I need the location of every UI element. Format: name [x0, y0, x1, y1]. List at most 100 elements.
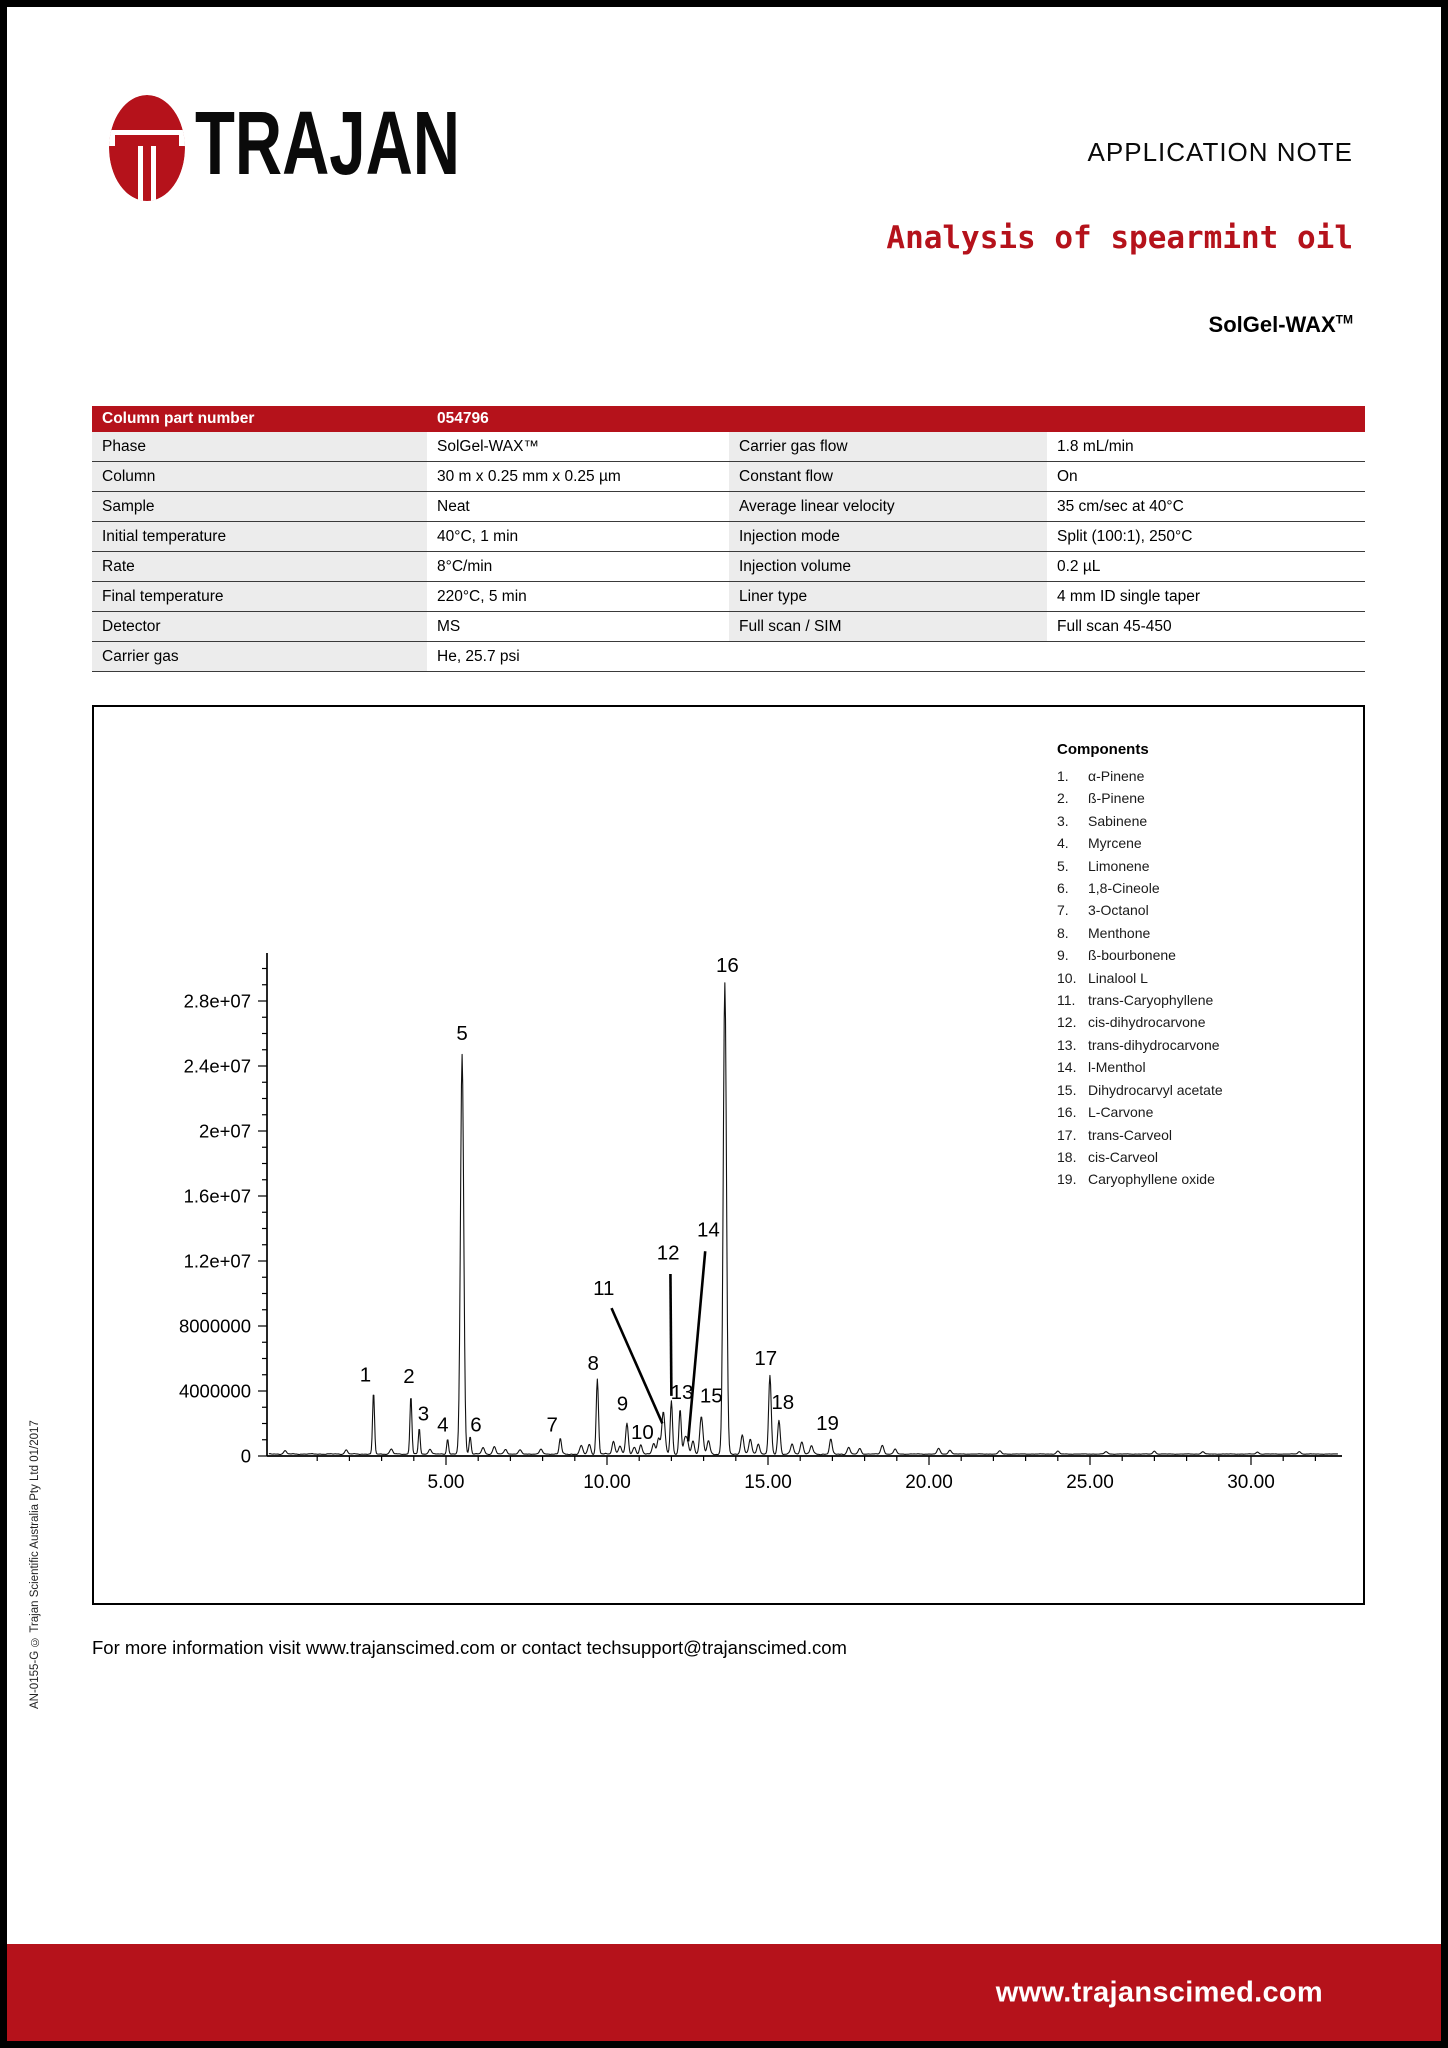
components-heading: Components [1057, 741, 1149, 758]
peak-label: 16 [716, 954, 739, 977]
application-note-kicker: APPLICATION NOTE [1087, 137, 1353, 167]
y-tick-label: 8000000 [179, 1316, 251, 1337]
param-value: 0.2 µL [1047, 552, 1365, 582]
param-label: Injection mode [729, 522, 1047, 552]
param-label: Carrier gas [92, 642, 427, 672]
brand-wordmark: TRAJAN [195, 94, 460, 194]
component-item: 19. Caryophyllene oxide [1057, 1171, 1215, 1188]
component-item: 12. cis-dihydrocarvone [1057, 1014, 1206, 1031]
component-item: 1. α-Pinene [1057, 768, 1145, 784]
component-item: 9. ß-bourbonene [1057, 947, 1176, 964]
param-value [1047, 642, 1365, 672]
component-item: 8. Menthone [1057, 924, 1151, 941]
components-legend: Components 1. α-Pinene 2. ß-Pinene 3. Sabinen… [1057, 741, 1357, 1191]
peak-label: 6 [470, 1414, 481, 1437]
footer-bar: www.trajanscimed.com [7, 1944, 1441, 2041]
chart-panel: 0 4000000 8000000 1.2e+07 1.6e+07 2e+07 2.4e+0… [92, 705, 1365, 1605]
param-value: 8°C/min [427, 552, 729, 582]
param-label: Sample [92, 492, 427, 522]
table-header-label: Column part number [102, 410, 255, 427]
peak-leader-line [686, 1251, 707, 1442]
x-tick-label: 15.00 [744, 1472, 792, 1493]
param-value: On [1047, 462, 1365, 492]
component-item: 2. ß-Pinene [1057, 790, 1145, 807]
component-item: 10. Linalool L [1057, 969, 1148, 986]
logo-mark-icon [109, 95, 185, 201]
param-value: MS [427, 612, 729, 642]
component-item: 11. trans-Caryophyllene [1057, 992, 1214, 1009]
param-label: Rate [92, 552, 427, 582]
y-tick-label: 1.6e+07 [184, 1186, 251, 1207]
peak-label: 18 [771, 1391, 794, 1414]
x-tick-label: 10.00 [583, 1472, 631, 1493]
param-value: 40°C, 1 min [427, 522, 729, 552]
component-item: 7. 3-Octanol [1057, 902, 1149, 919]
peak-label: 5 [456, 1022, 467, 1045]
peak-label: 4 [437, 1414, 448, 1437]
component-item: 6. 1,8-Cineole [1057, 880, 1160, 897]
param-value: He, 25.7 psi [427, 642, 729, 672]
parameters-table: Column part number 054796 Phase SolGel-WA… [92, 406, 1365, 672]
param-value: 35 cm/sec at 40°C [1047, 492, 1365, 522]
param-label: Carrier gas flow [729, 432, 1047, 462]
peak-leader-line [669, 1273, 673, 1396]
param-value: SolGel-WAX™ [427, 432, 729, 462]
peak-label: 1 [360, 1363, 371, 1386]
x-tick-label: 20.00 [905, 1472, 953, 1493]
peak-label: 13 [671, 1381, 694, 1404]
page-title: Analysis of spearmint oil [886, 220, 1353, 256]
x-tick-label: 30.00 [1227, 1472, 1275, 1493]
component-item: 13. trans-dihydrocarvone [1057, 1036, 1220, 1053]
param-label [729, 642, 1047, 672]
peak-label: 2 [403, 1365, 414, 1388]
chromatogram-trace [268, 982, 1339, 1456]
y-tick-label: 4000000 [179, 1381, 251, 1402]
peak-label: 12 [657, 1241, 680, 1264]
param-label: Column [92, 462, 427, 492]
table-body: Phase SolGel-WAX™ Carrier gas flow 1.8 mL/m… [92, 432, 1365, 672]
param-value: 30 m x 0.25 mm x 0.25 µm [427, 462, 729, 492]
x-tick-label: 5.00 [428, 1472, 465, 1493]
y-tick-label: 1.2e+07 [184, 1251, 251, 1272]
component-item: 4. Myrcene [1057, 835, 1142, 852]
y-tick-label: 0 [241, 1446, 251, 1467]
footer-info: For more information visit www.trajansci… [92, 1637, 847, 1658]
chromatogram: 0 4000000 8000000 1.2e+07 1.6e+07 2e+07 2.4e+0… [179, 953, 1342, 1493]
param-label: Average linear velocity [729, 492, 1047, 522]
component-item: 17. trans-Carveol [1057, 1126, 1173, 1143]
peak-label: 7 [547, 1414, 558, 1437]
peak-label: 19 [816, 1412, 839, 1435]
param-value: 1.8 mL/min [1047, 432, 1365, 462]
component-item: 5. Limonene [1057, 857, 1150, 874]
y-tick-label: 2.4e+07 [184, 1056, 251, 1077]
peak-label: 17 [754, 1347, 777, 1370]
peak-label: 3 [418, 1402, 429, 1425]
param-label: Detector [92, 612, 427, 642]
param-label: Final temperature [92, 582, 427, 612]
param-value: 4 mm ID single taper [1047, 582, 1365, 612]
param-value: Full scan 45-450 [1047, 612, 1365, 642]
product-name: SolGel-WAXTM [1209, 312, 1353, 338]
components-list: 1. α-Pinene 2. ß-Pinene 3. Sabinene 4. Myrcene 5… [1057, 765, 1357, 1191]
param-label: Phase [92, 432, 427, 462]
param-label: Full scan / SIM [729, 612, 1047, 642]
y-tick-label: 2.8e+07 [184, 991, 251, 1012]
peak-label: 9 [617, 1393, 628, 1416]
x-tick-label: 25.00 [1066, 1472, 1114, 1493]
peak-label: 10 [631, 1421, 654, 1444]
param-value: Neat [427, 492, 729, 522]
peak-label: 8 [587, 1352, 598, 1375]
peak-label: 15 [700, 1384, 723, 1407]
peak-label: 11 [593, 1277, 614, 1300]
footer-website: www.trajanscimed.com [995, 1976, 1323, 2008]
param-value: Split (100:1), 250°C [1047, 522, 1365, 552]
component-item: 14. l-Menthol [1057, 1059, 1146, 1076]
param-label: Liner type [729, 582, 1047, 612]
table-header-value: 054796 [437, 410, 489, 427]
param-label: Injection volume [729, 552, 1047, 582]
product-name-text: SolGel-WAX [1208, 312, 1336, 337]
trademark-symbol: TM [1335, 312, 1353, 327]
table-header-row: Column part number 054796 [92, 406, 1365, 432]
trajan-logo: TRAJAN [109, 94, 460, 201]
